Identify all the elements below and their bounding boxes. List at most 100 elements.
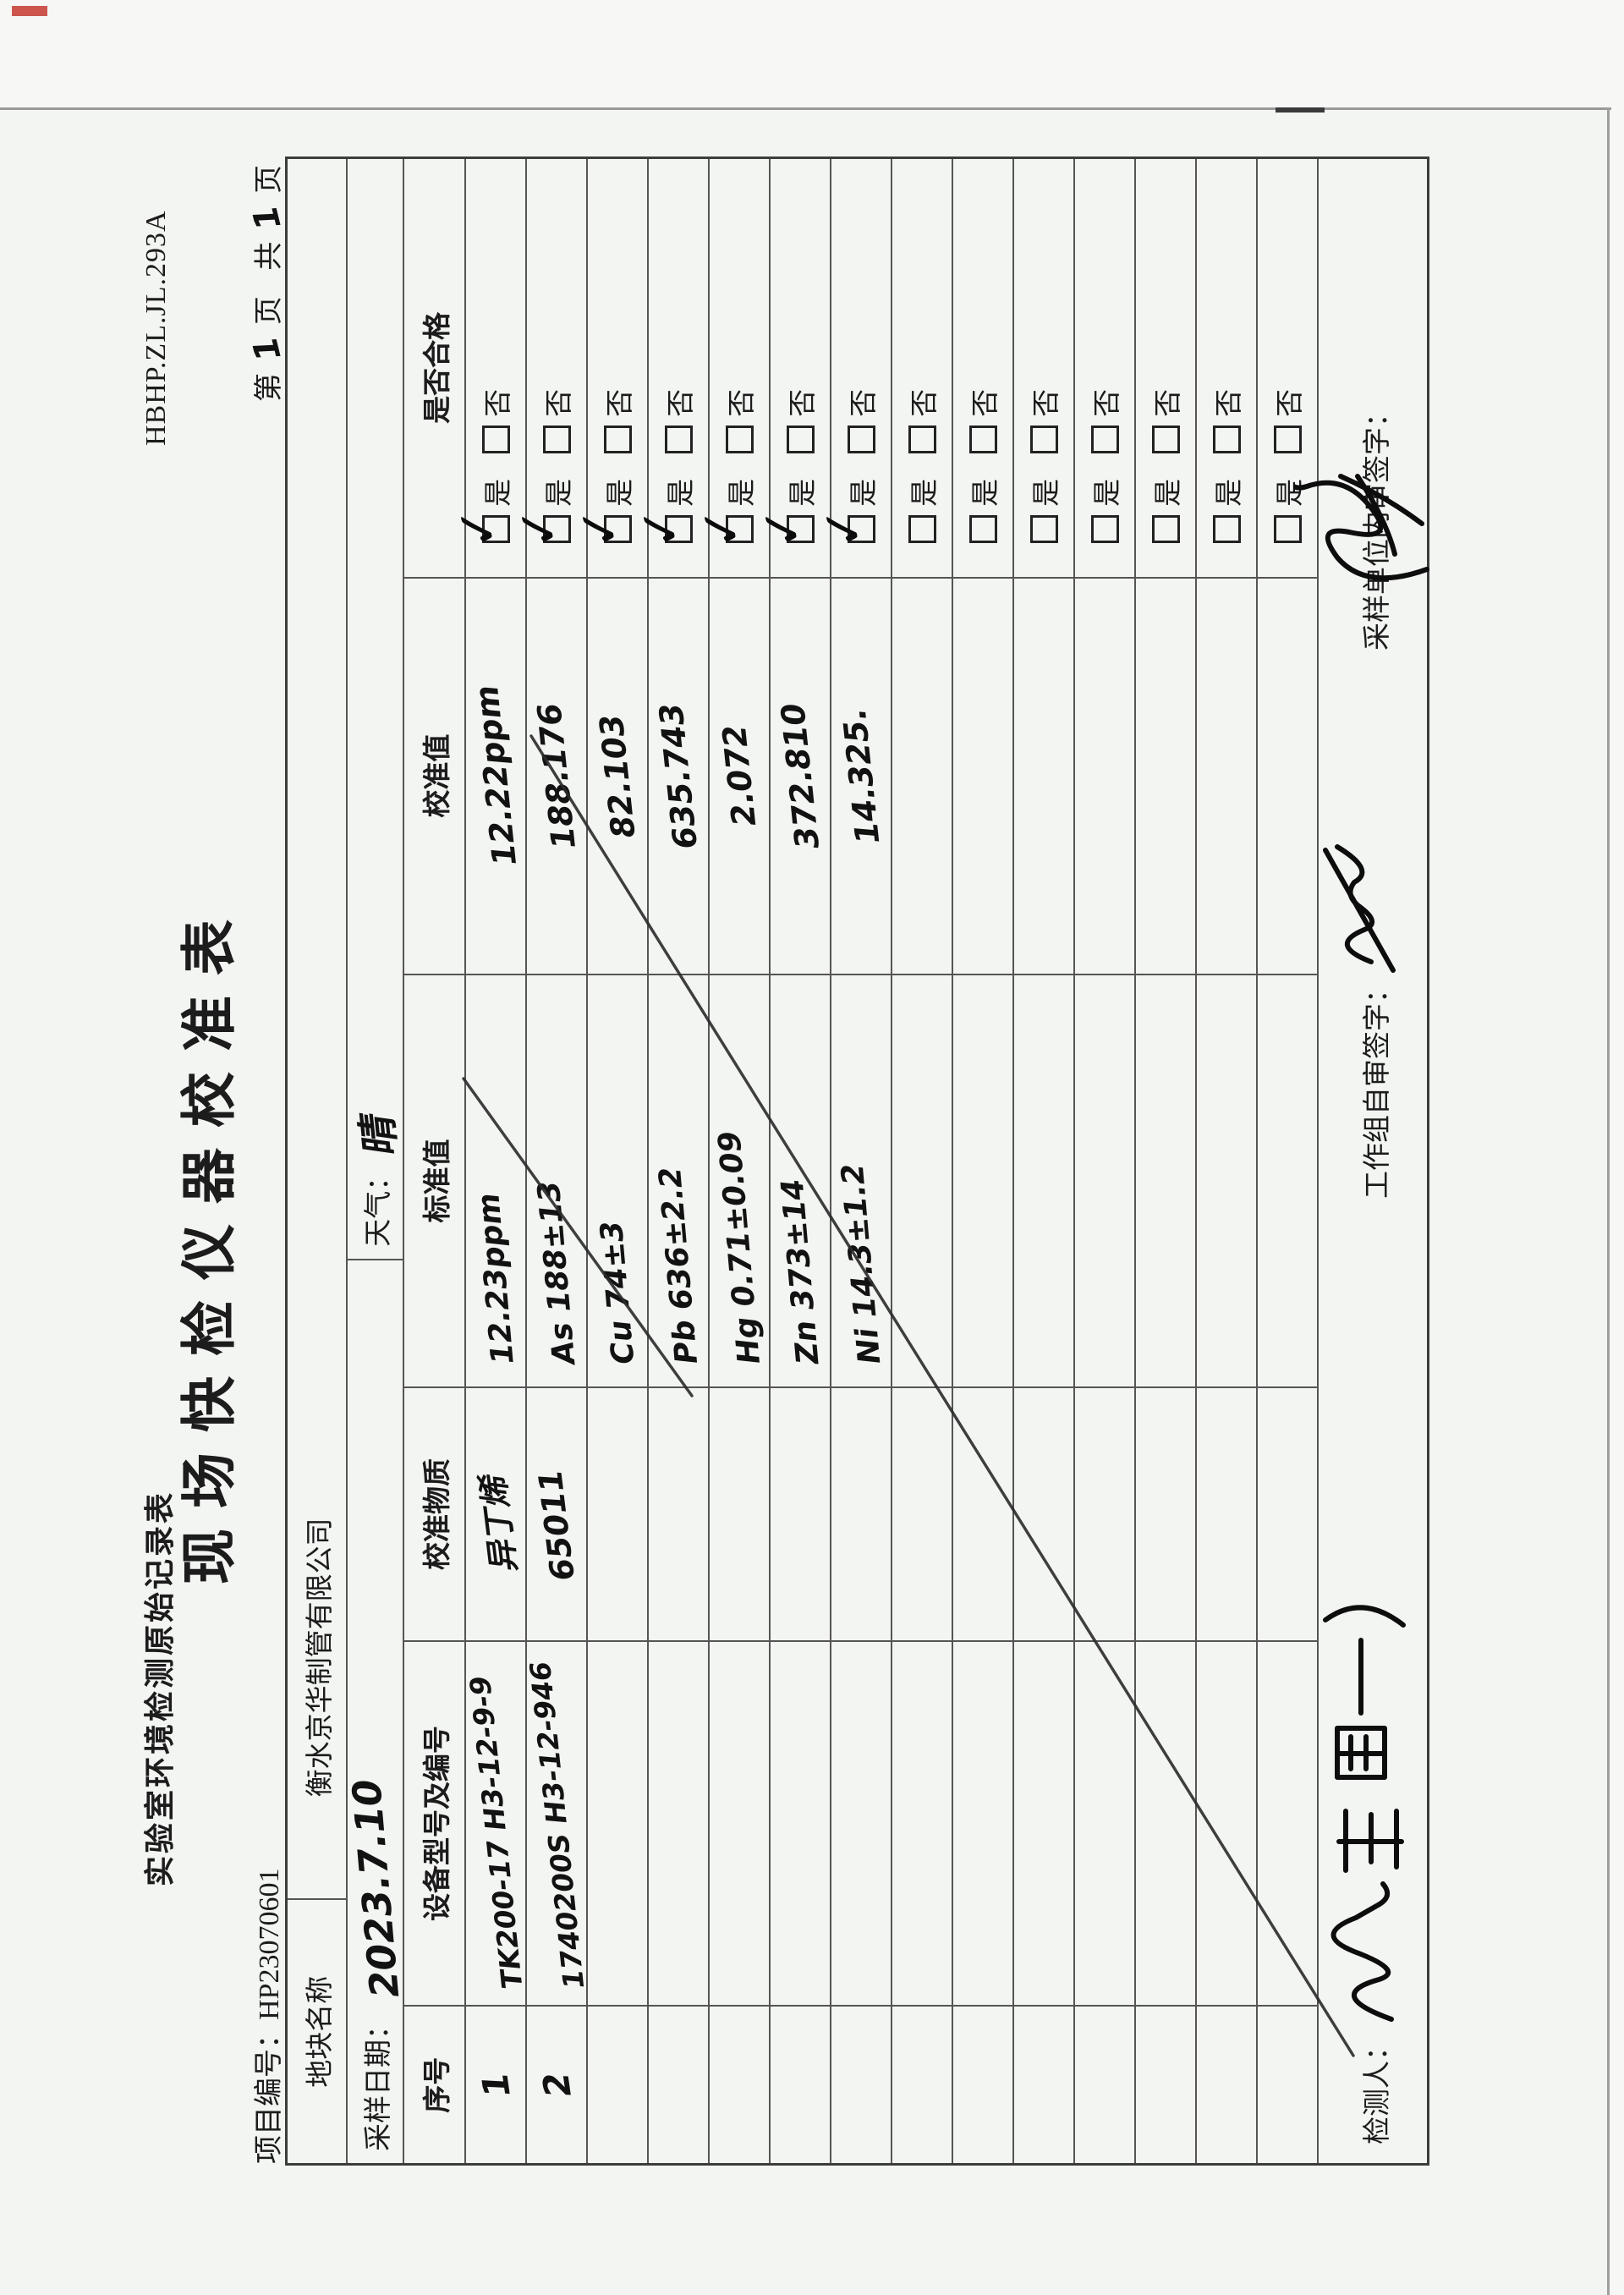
standard-cell (892, 973, 952, 1387)
weather-label: 天气： (363, 1162, 394, 1247)
standard-handwritten: Hg 0.71±0.09 (711, 1129, 767, 1366)
pass-cell: 是 否 ✓ (1014, 159, 1073, 577)
checkmark-icon: ✓ (443, 502, 512, 554)
standard-cell (1014, 973, 1073, 1387)
sampler-review-signature (1293, 464, 1429, 581)
seq-cell (953, 2005, 1012, 2163)
sampling-date-handwritten: 2023.7.10 (343, 1777, 408, 2000)
team-review-signature (1323, 844, 1396, 973)
table-row: 2 1740200S H3-12-946 65011 As 188±13 188… (505, 159, 590, 2163)
no-pair: 否 (536, 389, 577, 453)
no-label: 否 (667, 388, 697, 417)
substance-cell (771, 1386, 830, 1640)
no-label: 否 (1093, 388, 1123, 417)
seq-handwritten: 1 (473, 2069, 518, 2100)
scan-edge-line-bottom (1607, 107, 1610, 2295)
calibrated-cell: 12.22ppm (466, 576, 525, 974)
table-row: 是 否 ✓ (1197, 159, 1258, 2163)
standard-handwritten: Zn 373±14 (775, 1178, 826, 1366)
substance-cell (1197, 1386, 1256, 1640)
standard-cell (1197, 973, 1256, 1387)
checkbox-group: 是 否 ✓ (1084, 389, 1125, 543)
checkbox-no-box (725, 425, 754, 453)
no-pair: 否 (902, 389, 942, 453)
standard-cell: Cu 74±3 (588, 973, 647, 1387)
substance-cell (953, 1386, 1012, 1640)
project-number-line: 项目编号：HP23070601 (245, 1869, 287, 2164)
standard-cell: Ni 14.3±1.2 (831, 973, 891, 1387)
data-rows: 1 TK200-17 H3-12-9-9 异丁烯 12.23ppm 12.22p… (444, 159, 1319, 2163)
signature-row: 检测人： 工作组自审签字： 采样单位内审签字： (1293, 159, 1430, 2163)
seq-cell (710, 2005, 769, 2163)
project-number-label: 项目编号： (254, 2020, 285, 2164)
checkmark-icon: ✓ (504, 502, 573, 554)
device-handwritten: TK200-17 H3-12-9-9 (463, 1674, 529, 1991)
checkbox-no-box (1151, 425, 1180, 453)
col-header-calibrated: 校准值 (404, 576, 464, 974)
page-word: 页 (254, 164, 285, 194)
checkbox-yes-box (1212, 514, 1241, 543)
date-weather-row: 采样日期： 2023.7.10 天气： 晴 (343, 159, 408, 2163)
calibrated-cell (953, 576, 1012, 974)
yes-label: 是 (910, 478, 941, 507)
page-info: 第 1 页 共 1 页 (245, 164, 288, 402)
calibrated-handwritten: 635.743 (652, 700, 705, 851)
page-word: 页 (254, 296, 285, 326)
table-row: 是 否 ✓ (892, 159, 953, 2163)
scan-red-artifact (12, 6, 47, 16)
pass-cell: 是 否 ✓ (953, 159, 1012, 577)
calibrated-handwritten: 188.176 (530, 700, 583, 851)
table-row: Zn 373±14 372.810 是 否 ✓ (749, 159, 831, 2163)
seq-cell (649, 2005, 708, 2163)
device-cell (1014, 1639, 1073, 2006)
standard-cell (1075, 973, 1134, 1387)
sampling-date-label: 采样日期： (363, 2012, 394, 2151)
calibrated-cell: 188.176 (527, 576, 586, 974)
yes-label: 是 (1154, 478, 1184, 507)
table-row: 1 TK200-17 H3-12-9-9 异丁烯 12.23ppm 12.22p… (444, 159, 529, 2163)
calibrated-cell (892, 576, 952, 974)
checkmark-icon: ✓ (748, 502, 816, 554)
column-header-row: 序号 设备型号及编号 校准物质 标准值 校准值 是否合格 (404, 159, 466, 2163)
checkmark-icon: ✓ (626, 502, 694, 554)
table-row: 是 否 ✓ (1136, 159, 1197, 2163)
device-cell: 1740200S H3-12-946 (523, 1639, 590, 2006)
standard-handwritten: 12.23ppm (470, 1192, 521, 1366)
checkbox-no-box (664, 425, 693, 453)
device-cell (892, 1639, 952, 2006)
no-pair: 否 (963, 389, 1003, 453)
no-label: 否 (545, 388, 575, 417)
substance-handwritten: 异丁烯 (474, 1474, 524, 1575)
form-title: 现场快检仪器校准表 (179, 899, 241, 1584)
pass-cell: 是 否 ✓ (809, 159, 891, 577)
substance-cell (710, 1386, 769, 1640)
yes-label: 是 (1215, 478, 1245, 507)
no-label: 否 (606, 388, 636, 417)
checkmark-icon: ✓ (809, 502, 877, 554)
no-label: 否 (1032, 388, 1062, 417)
standard-handwritten: As 188±13 (531, 1179, 582, 1366)
standard-cell: 12.23ppm (466, 973, 525, 1387)
pass-cell: 是 否 ✓ (1197, 159, 1256, 577)
seq-cell (588, 2005, 647, 2163)
standard-cell (1136, 973, 1195, 1387)
checkbox-no-box (908, 425, 936, 453)
col-header-seq: 序号 (404, 2005, 464, 2163)
calibrated-handwritten: 372.810 (774, 700, 826, 851)
seq-cell: 1 (466, 2005, 525, 2163)
form-code: HBHP.ZL.JL.293A (140, 210, 172, 446)
checkbox-yes-box (968, 514, 997, 543)
calibrated-cell (1136, 576, 1195, 974)
pass-cell: 是 否 ✓ (892, 159, 952, 577)
standard-handwritten: Ni 14.3±1.2 (835, 1162, 887, 1366)
no-pair: 否 (1084, 389, 1125, 453)
standard-handwritten: Pb 636±2.2 (652, 1166, 705, 1366)
site-name-value: 衡水京华制管有限公司 (304, 1518, 336, 1798)
team-review-label: 工作组自审签字： (1363, 975, 1393, 1199)
tester-label: 检测人： (1363, 2033, 1393, 2144)
no-pair: 否 (719, 389, 760, 453)
calibrated-cell (1075, 576, 1134, 974)
device-cell (1197, 1639, 1256, 2006)
substance-cell (1136, 1386, 1195, 1640)
no-pair: 否 (1145, 389, 1186, 453)
